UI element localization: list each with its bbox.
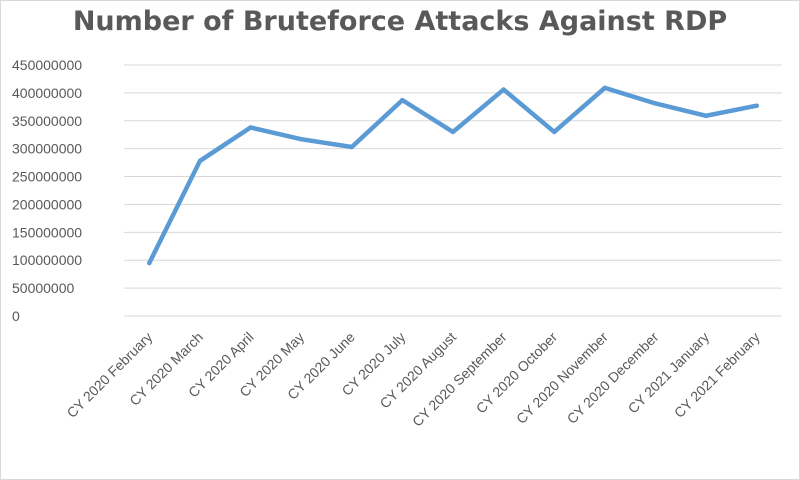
x-tick-label: CY 2021 February (671, 329, 763, 421)
data-point (653, 101, 658, 106)
data-point (552, 129, 557, 135)
y-tick-label: 150000000 (12, 224, 82, 240)
y-tick-label: 400000000 (12, 85, 82, 101)
data-point (703, 113, 709, 118)
data-point (400, 97, 405, 103)
x-tick-label: CY 2020 February (63, 329, 155, 421)
y-tick-label: 200000000 (12, 196, 82, 212)
y-axis-ticks: 0 50000000 100000000 150000000 200000000 2500… (12, 57, 82, 324)
data-point (147, 260, 152, 266)
data-point (248, 125, 253, 130)
y-tick-label: 50000000 (12, 280, 75, 296)
x-tick-label: CY 2020 September (409, 329, 510, 430)
y-tick-label: 450000000 (12, 57, 82, 73)
data-point (450, 129, 456, 135)
x-tick-label: CY 2020 December (564, 329, 662, 427)
chart-title: Number of Bruteforce Attacks Against RDP (72, 6, 728, 37)
gridlines (124, 64, 782, 317)
series-group (147, 85, 759, 266)
y-tick-label: 250000000 (12, 169, 82, 185)
data-point (349, 144, 354, 150)
data-point (754, 103, 759, 108)
x-tick-label: CY 2020 November (513, 329, 611, 427)
data-point (197, 158, 203, 164)
data-point (501, 87, 506, 92)
y-tick-label: 100000000 (12, 252, 82, 268)
y-tick-label: 0 (12, 308, 20, 324)
series-line (147, 85, 759, 266)
y-tick-label: 350000000 (12, 113, 82, 129)
data-point (298, 136, 304, 142)
data-point (602, 85, 608, 91)
y-tick-label: 300000000 (12, 141, 82, 157)
